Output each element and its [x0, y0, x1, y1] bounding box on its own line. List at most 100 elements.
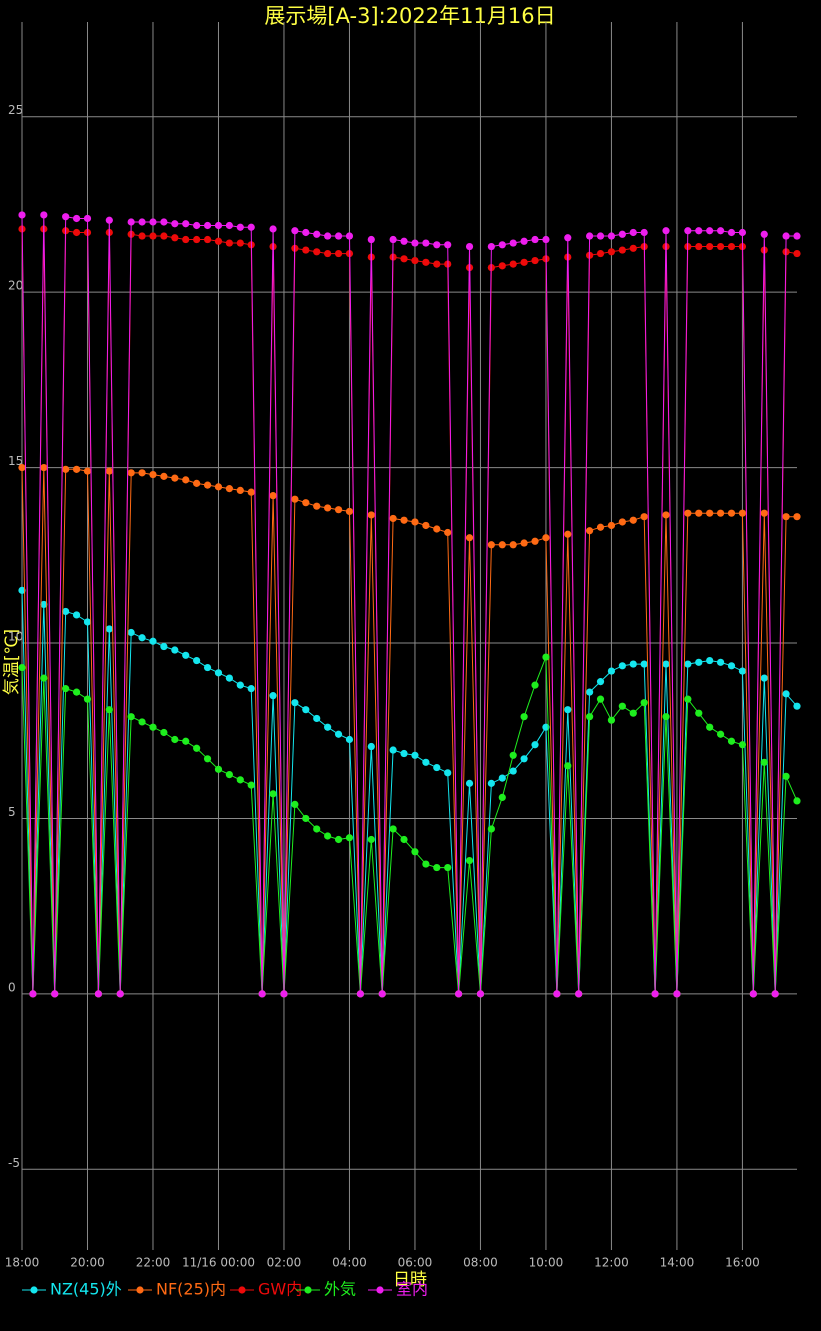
data-point	[171, 234, 179, 242]
data-point	[684, 227, 692, 235]
data-point	[258, 990, 266, 998]
data-point	[149, 723, 157, 731]
data-point	[487, 825, 495, 833]
data-point	[607, 521, 616, 530]
data-point	[793, 249, 801, 258]
data-point	[345, 735, 354, 744]
data-point	[422, 258, 430, 266]
data-point	[531, 256, 539, 265]
data-point	[225, 239, 233, 247]
data-point	[444, 769, 452, 777]
data-point	[531, 235, 539, 244]
data-point	[618, 662, 626, 670]
data-point	[247, 223, 255, 231]
data-point	[149, 471, 157, 479]
data-point	[345, 232, 354, 240]
series-line	[21, 590, 798, 994]
data-point	[29, 990, 37, 998]
data-point	[749, 990, 757, 998]
data-point	[727, 662, 736, 670]
x-tick-label: 16:00	[725, 1256, 760, 1270]
data-point	[302, 814, 310, 823]
data-point	[411, 518, 419, 526]
data-point	[564, 234, 572, 242]
data-point	[684, 660, 692, 668]
data-point	[72, 214, 81, 223]
data-point	[269, 492, 277, 500]
y-tick-label: 0	[8, 980, 16, 994]
data-point	[193, 235, 201, 244]
x-tick-label: 02:00	[267, 1256, 302, 1270]
data-point	[618, 230, 626, 238]
data-point	[727, 509, 736, 517]
data-point	[389, 825, 397, 833]
data-point	[214, 221, 223, 230]
data-point	[160, 232, 168, 240]
data-point	[629, 228, 637, 237]
data-point	[18, 211, 26, 219]
data-point	[313, 714, 321, 723]
data-point	[716, 730, 725, 738]
data-point	[662, 227, 670, 235]
data-point	[160, 728, 168, 737]
data-point	[520, 539, 528, 547]
data-point	[520, 755, 528, 763]
data-point	[236, 223, 244, 231]
data-point	[138, 218, 146, 226]
data-point	[498, 793, 506, 801]
data-point	[160, 642, 168, 651]
x-tick-label: 18:00	[5, 1256, 40, 1270]
x-tick-label: 10:00	[529, 1256, 564, 1270]
data-point	[706, 509, 714, 517]
data-point	[269, 225, 277, 233]
data-point	[72, 688, 81, 696]
data-point	[72, 228, 81, 237]
data-point	[586, 232, 594, 240]
data-point	[203, 755, 212, 763]
legend-marker	[30, 1286, 38, 1294]
data-point	[487, 541, 495, 549]
data-point	[247, 488, 255, 496]
data-point	[738, 228, 747, 237]
data-point	[138, 232, 146, 240]
data-point	[94, 990, 103, 998]
data-point	[182, 737, 190, 745]
legend-label: NF(25)内	[156, 1280, 226, 1299]
data-point	[149, 232, 157, 240]
data-point	[444, 528, 452, 537]
data-point	[313, 248, 321, 256]
chart-title: 展示場[A-3]:2022年11月16日	[264, 4, 555, 28]
data-point	[138, 469, 146, 477]
data-point	[607, 716, 616, 724]
data-point	[509, 239, 517, 247]
data-point	[586, 527, 594, 535]
data-point	[422, 860, 430, 868]
x-tick-label: 12:00	[594, 1256, 629, 1270]
data-point	[149, 637, 157, 645]
data-point	[127, 469, 135, 477]
data-point	[367, 235, 375, 244]
data-point	[793, 513, 801, 521]
data-point	[367, 835, 375, 844]
data-point	[596, 678, 605, 686]
data-point	[291, 699, 299, 707]
data-point	[51, 990, 59, 998]
data-point	[455, 990, 463, 998]
data-point	[193, 744, 201, 752]
data-point	[760, 509, 768, 517]
data-point	[629, 709, 637, 717]
legend-marker	[376, 1286, 384, 1294]
data-point	[160, 218, 168, 226]
data-point	[727, 242, 736, 251]
data-point	[269, 790, 277, 798]
data-point	[564, 762, 572, 770]
data-point	[738, 509, 747, 517]
data-point	[171, 646, 179, 654]
data-point	[433, 525, 441, 533]
y-tick-label: -5	[8, 1156, 20, 1170]
data-point	[793, 797, 801, 805]
data-point	[247, 685, 255, 693]
data-point	[596, 232, 605, 240]
